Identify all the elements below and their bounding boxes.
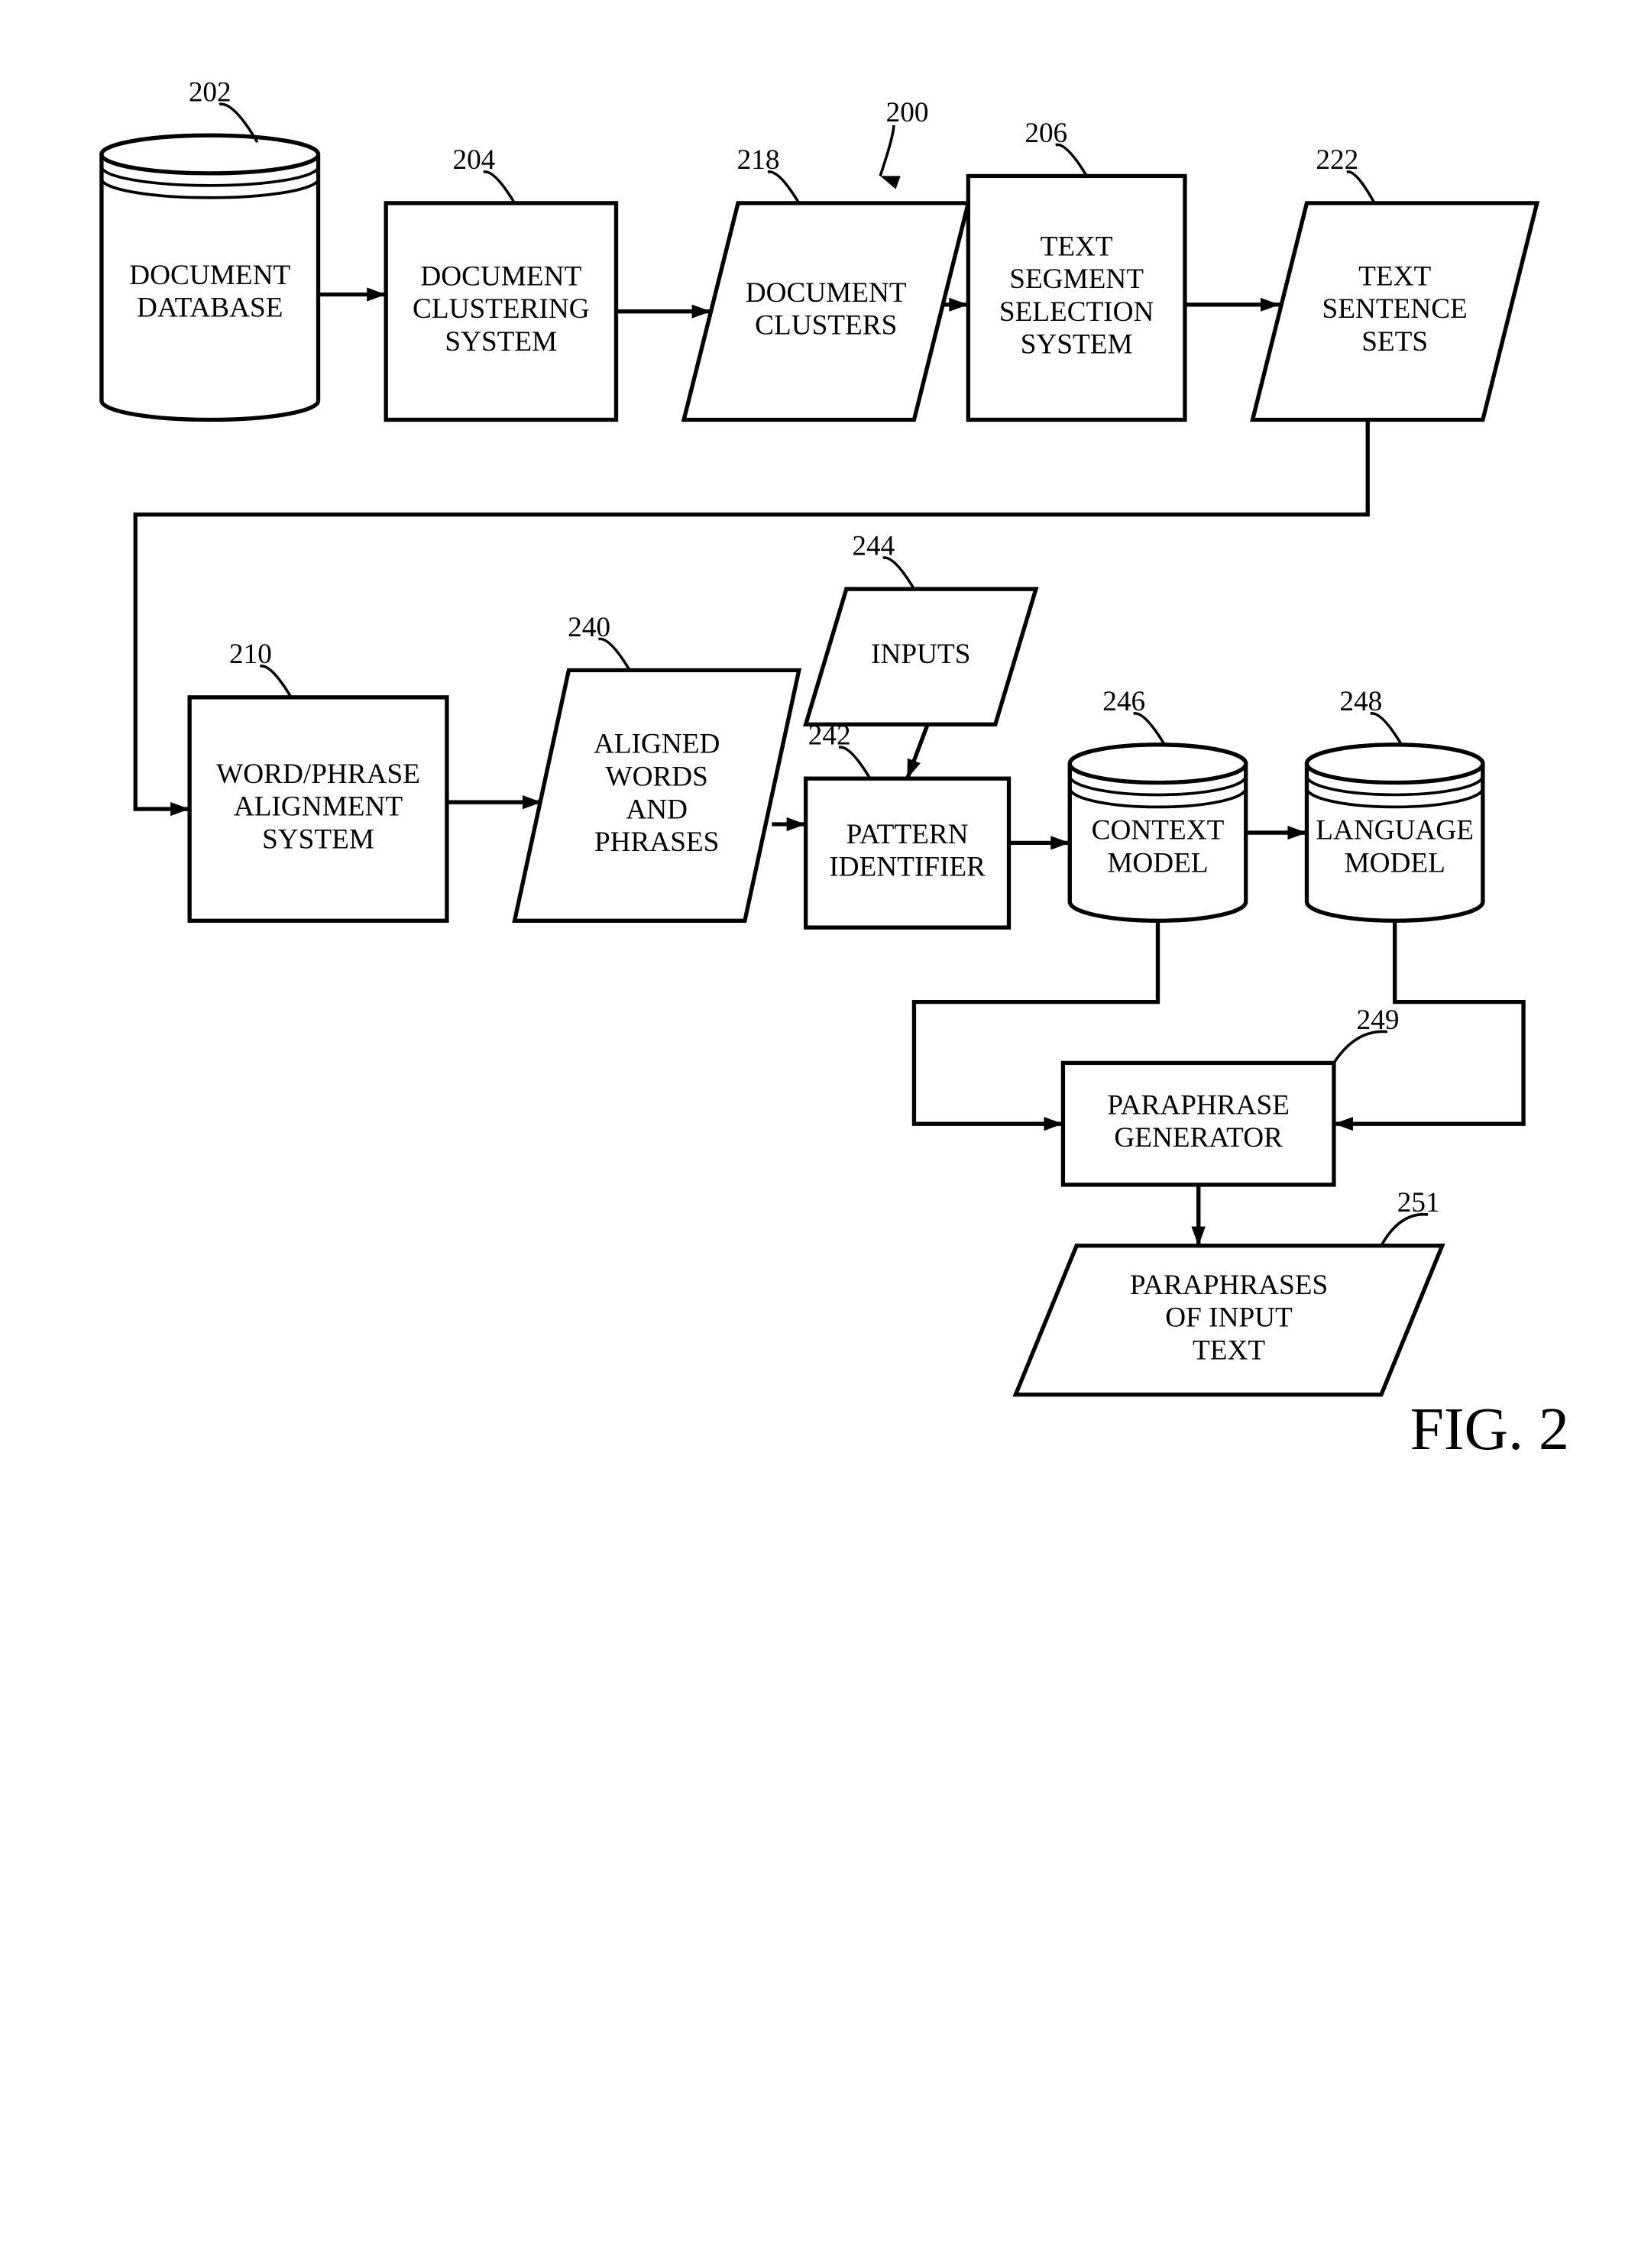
node-label: DOCUMENT (746, 277, 907, 309)
arrowhead (880, 176, 901, 189)
ref-tick (484, 172, 515, 203)
arrowhead (367, 287, 386, 301)
ref-number: 218 (737, 144, 780, 176)
arrowhead (1334, 1117, 1353, 1131)
node-label: AND (626, 794, 688, 825)
arrowhead (1044, 1117, 1063, 1131)
node-label: SETS (1361, 326, 1428, 358)
ref-number: 222 (1316, 144, 1358, 176)
node-label: PHRASES (594, 827, 719, 858)
ref-number: 204 (452, 144, 495, 176)
arrowhead (908, 759, 921, 779)
arrowhead (787, 817, 806, 831)
node-label: SYSTEM (262, 823, 374, 855)
node-label: MODEL (1345, 847, 1445, 878)
node-label: INPUTS (871, 639, 970, 670)
node-label: IDENTIFIER (829, 852, 986, 883)
node-label: TEXT (1358, 260, 1431, 292)
ref-tick (1371, 713, 1402, 745)
cylinder-top (102, 135, 319, 173)
node-label: OF INPUT (1165, 1302, 1293, 1334)
node-label: DOCUMENT (420, 260, 581, 292)
node-label: SENTENCE (1322, 293, 1468, 325)
ref-number: 244 (852, 530, 895, 561)
ref-number: 202 (189, 77, 231, 108)
node-label: TEXT (1041, 231, 1113, 262)
arrowhead (1287, 826, 1306, 840)
ref-number: 242 (808, 720, 851, 752)
node-label: CLUSTERS (755, 310, 897, 341)
node-label: SEGMENT (1009, 264, 1144, 295)
arrowhead (1192, 1227, 1206, 1246)
node-label: PARAPHRASE (1107, 1089, 1290, 1121)
ref-number: 249 (1357, 1005, 1400, 1036)
node-label: GENERATOR (1114, 1122, 1283, 1153)
ref-tick (839, 747, 870, 778)
node-label: ALIGNMENT (234, 791, 403, 823)
node-label: DOCUMENT (129, 260, 290, 291)
arrowhead (949, 298, 968, 312)
ref-tick (1056, 144, 1087, 176)
ref-tick (598, 639, 630, 670)
ref-tick (1134, 713, 1165, 745)
node-label: TEXT (1193, 1335, 1265, 1367)
ref-number: 251 (1397, 1187, 1440, 1218)
system-ref-arrow (880, 125, 894, 176)
ref-number: 240 (568, 612, 610, 643)
ref-number: 248 (1339, 686, 1382, 717)
node-label: LANGUAGE (1316, 815, 1474, 846)
node-label: ALIGNED (594, 729, 720, 760)
node-label: MODEL (1107, 847, 1208, 878)
arrowhead (170, 802, 189, 816)
system-ref: 200 (886, 97, 929, 128)
ref-tick (260, 666, 291, 697)
node-label: SYSTEM (445, 326, 557, 358)
node-label: DATABASE (137, 293, 283, 324)
arrowhead (1050, 836, 1070, 849)
node-label: PATTERN (846, 819, 969, 850)
node-label: SELECTION (999, 296, 1154, 328)
ref-tick (883, 558, 914, 589)
cylinder-top (1306, 745, 1482, 783)
node-label: WORDS (605, 761, 707, 792)
ref-number: 210 (229, 639, 272, 670)
ref-tick (768, 172, 799, 203)
ref-number: 246 (1102, 686, 1145, 717)
node-label: WORD/PHRASE (216, 759, 420, 790)
node-label: CONTEXT (1092, 815, 1225, 846)
arrowhead (1261, 298, 1280, 312)
figure-label: FIG. 2 (1410, 1396, 1569, 1463)
ref-tick (1334, 1031, 1387, 1063)
node-label: CLUSTERING (413, 293, 590, 325)
ref-number: 206 (1025, 118, 1067, 149)
ref-tick (1347, 172, 1374, 203)
cylinder-top (1070, 745, 1245, 783)
flowchart-diagram: DOCUMENTDATABASEDOCUMENTCLUSTERINGSYSTEM… (0, 0, 1625, 1490)
ref-tick (1381, 1215, 1428, 1246)
node-label: SYSTEM (1021, 329, 1133, 361)
node-label: PARAPHRASES (1130, 1270, 1328, 1301)
